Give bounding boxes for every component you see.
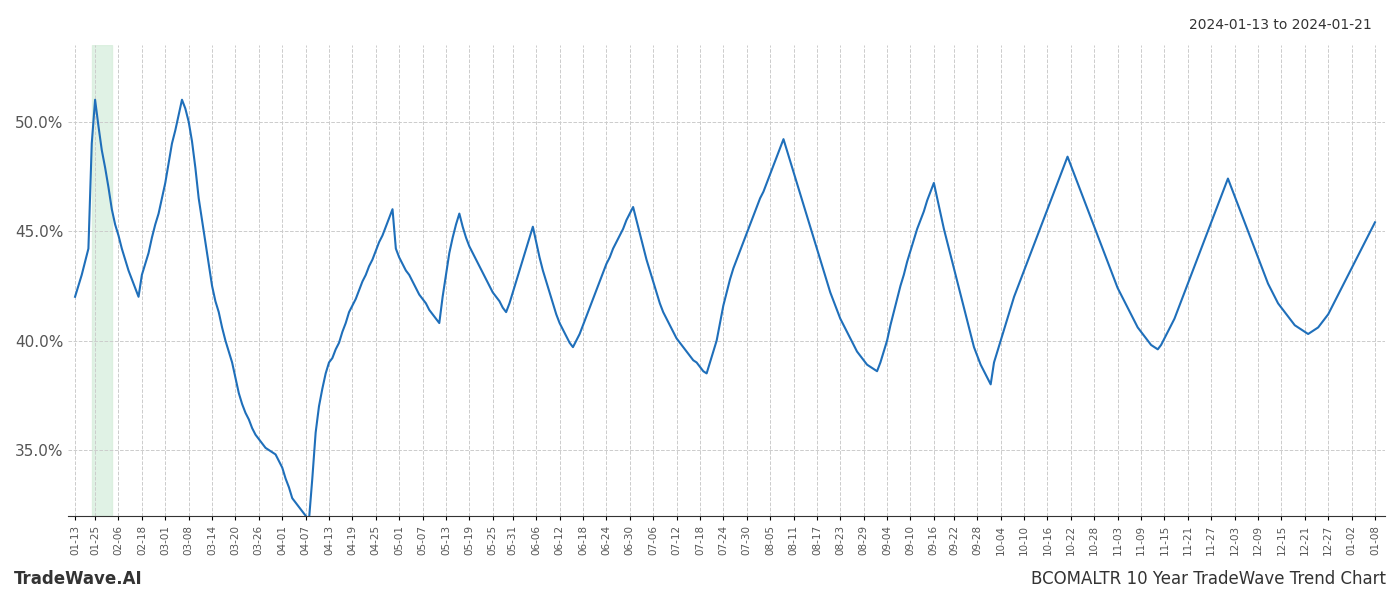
Text: 2024-01-13 to 2024-01-21: 2024-01-13 to 2024-01-21 [1189, 18, 1372, 32]
Text: BCOMALTR 10 Year TradeWave Trend Chart: BCOMALTR 10 Year TradeWave Trend Chart [1030, 570, 1386, 588]
Text: TradeWave.AI: TradeWave.AI [14, 570, 143, 588]
Bar [92, 45, 112, 516]
